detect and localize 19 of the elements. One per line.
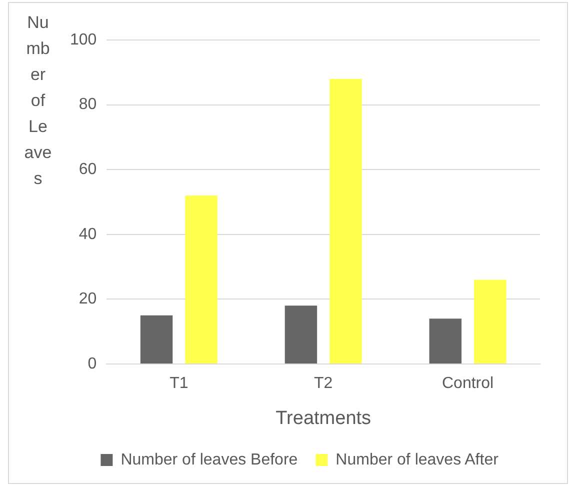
x-tick-label: Control: [442, 375, 494, 392]
x-tick-label: T1: [170, 375, 188, 392]
y-tick-label: 80: [78, 96, 97, 114]
legend-label: Number of leaves After: [336, 451, 500, 468]
y-tick-label: 40: [78, 226, 97, 243]
y-tick-label: 100: [70, 31, 97, 48]
bar: [429, 318, 462, 364]
y-axis-title: Number of Leaves: [24, 12, 52, 190]
bar: [284, 306, 318, 364]
y-tick-label: 0: [88, 355, 97, 372]
x-tick-label: T2: [314, 375, 333, 392]
y-tick-label: 60: [78, 161, 97, 178]
bar: [140, 315, 173, 364]
bar: [185, 196, 218, 364]
bar: [330, 78, 362, 364]
legend-label: Number of leaves Before: [120, 451, 298, 468]
x-axis-title: Treatments: [276, 408, 372, 429]
y-tick-label: 20: [78, 290, 97, 308]
bar: [474, 280, 506, 364]
